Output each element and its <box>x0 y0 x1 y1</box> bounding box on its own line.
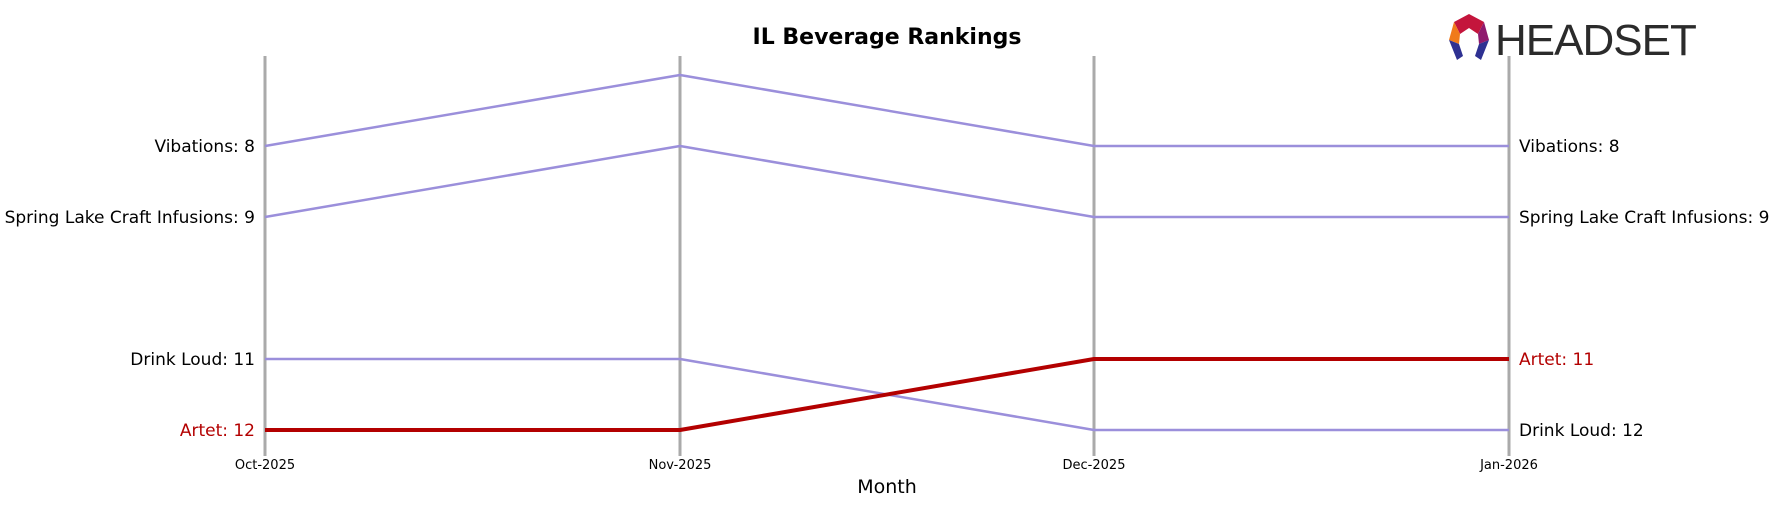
end-label-drink-loud: Drink Loud: 12 <box>1519 421 1644 441</box>
x-tick-nov-2025: Nov-2025 <box>649 458 712 473</box>
end-label-artet: Artet: 11 <box>1519 350 1594 370</box>
x-tick-oct-2025: Oct-2025 <box>235 458 295 473</box>
x-tick-jan-2026: Jan-2026 <box>1479 458 1538 473</box>
start-labels: Vibations: 8 Spring Lake Craft Infusions:… <box>5 137 255 441</box>
series-line-spring-lake-craft-infusions <box>264 144 1509 219</box>
series-lines <box>264 73 1509 432</box>
end-labels: Vibations: 8 Spring Lake Craft Infusions:… <box>1519 137 1769 441</box>
end-label-spring-lake-craft-infusions: Spring Lake Craft Infusions: 9 <box>1519 208 1769 228</box>
x-tick-labels: Oct-2025 Nov-2025 Dec-2025 Jan-2026 <box>235 458 1538 473</box>
x-tick-dec-2025: Dec-2025 <box>1063 458 1126 473</box>
series-line-vibations <box>264 73 1509 148</box>
headset-logo-icon <box>1449 14 1489 60</box>
logo-text: HEADSET <box>1495 16 1696 65</box>
start-label-drink-loud: Drink Loud: 11 <box>130 350 255 370</box>
series-line-artet <box>265 357 1509 432</box>
start-label-vibations: Vibations: 8 <box>154 137 255 157</box>
start-label-spring-lake-craft-infusions: Spring Lake Craft Infusions: 9 <box>5 208 255 228</box>
chart-title: IL Beverage Rankings <box>753 25 1022 50</box>
start-label-artet: Artet: 12 <box>180 421 255 441</box>
headset-logo: HEADSET <box>1449 14 1697 65</box>
month-axes <box>263 56 1511 456</box>
x-axis-label: Month <box>857 476 917 498</box>
end-label-vibations: Vibations: 8 <box>1519 137 1620 157</box>
